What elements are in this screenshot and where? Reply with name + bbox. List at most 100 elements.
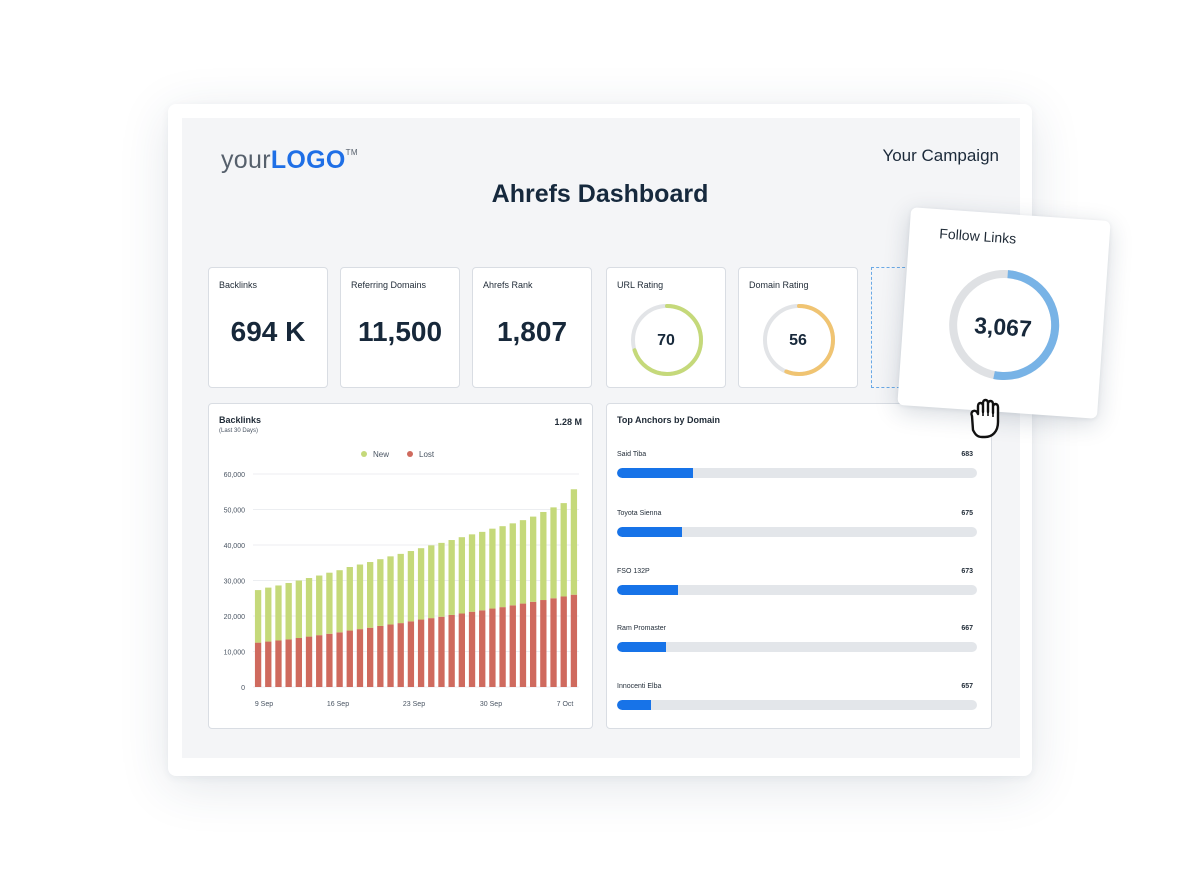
- bar-lost: [326, 633, 333, 687]
- bar-lost: [387, 624, 394, 687]
- legend-dot-new: [361, 451, 367, 457]
- bar-new: [550, 507, 557, 599]
- bar-lost: [509, 605, 516, 687]
- anchor-label: Ram Promaster: [617, 625, 667, 632]
- anchor-label: FSO 132P: [617, 568, 650, 575]
- anchor-label: Toyota Sienna: [617, 510, 662, 517]
- backlinks-chart-card: Backlinks (Last 30 Days) 1.28 M New Lost 6…: [208, 403, 593, 729]
- bar-lost: [265, 641, 272, 687]
- anchor-bar-track: [617, 585, 977, 595]
- anchor-row: Innocenti Elba 657: [617, 683, 977, 723]
- anchors-title: Top Anchors by Domain: [617, 415, 721, 425]
- bar-new: [570, 489, 578, 595]
- x-tick-label: 9 Sep: [255, 701, 273, 708]
- y-tick-label: 60,000: [224, 472, 246, 479]
- x-tick-label: 23 Sep: [403, 701, 425, 708]
- url-rating-gauge: [631, 304, 703, 376]
- bar-new: [254, 590, 262, 643]
- kpi-card-ahrefs-rank[interactable]: Ahrefs Rank 1,807: [472, 267, 592, 388]
- follow-links-gauge: [949, 270, 1060, 381]
- x-tick-label: 16 Sep: [327, 701, 349, 708]
- bar-new: [448, 540, 455, 615]
- anchor-bar-fill: [617, 642, 666, 652]
- bar-new: [438, 542, 445, 617]
- gauge-label: Domain Rating: [749, 280, 809, 290]
- logo-trademark: TM: [345, 148, 358, 157]
- y-tick-label: 0: [241, 685, 245, 692]
- bar-new: [499, 526, 506, 608]
- anchor-bar-fill: [617, 700, 652, 710]
- bar-lost: [489, 608, 496, 687]
- y-tick-label: 50,000: [224, 508, 246, 515]
- anchor-row: Ram Promaster 667: [617, 625, 977, 665]
- bar-new: [265, 587, 272, 642]
- kpi-label: Ahrefs Rank: [483, 280, 533, 290]
- bar-lost: [570, 594, 578, 687]
- bar-lost: [336, 632, 343, 687]
- bar-lost: [275, 640, 282, 687]
- kpi-label: Backlinks: [219, 280, 258, 290]
- y-tick-label: 10,000: [224, 650, 246, 657]
- gauge-card-domain-rating[interactable]: Domain Rating 56: [738, 267, 858, 388]
- kpi-card-referring-domains[interactable]: Referring Domains 11,500: [340, 267, 460, 388]
- backlinks-chart: New Lost 60,000 50,000 40,000 30,000 20,000 10,…: [224, 450, 579, 708]
- anchor-label: Innocenti Elba: [617, 683, 662, 690]
- bar-lost: [356, 629, 364, 687]
- grab-cursor-icon: [970, 398, 1000, 439]
- anchor-bar-fill: [617, 468, 693, 478]
- bar-new: [458, 537, 466, 614]
- bar-new: [560, 503, 567, 597]
- anchor-value: 667: [961, 625, 973, 632]
- bar-lost: [305, 636, 313, 687]
- anchor-value: 675: [961, 510, 973, 517]
- gauge-card-url-rating[interactable]: URL Rating 70: [606, 267, 726, 388]
- anchor-row: Toyota Sienna 675: [617, 510, 977, 550]
- anchor-bar-track: [617, 642, 977, 652]
- url-rating-arc: [631, 304, 703, 376]
- legend-label-new: New: [373, 450, 389, 459]
- bar-new: [356, 564, 364, 630]
- bar-new: [509, 523, 516, 606]
- bar-lost: [540, 600, 547, 687]
- chart-subtitle: (Last 30 Days): [219, 428, 259, 434]
- y-tick-label: 20,000: [224, 614, 246, 621]
- bar-lost: [407, 621, 415, 687]
- bar-new: [295, 580, 303, 639]
- kpi-card-backlinks[interactable]: Backlinks 694 K: [208, 267, 328, 388]
- kpi-value: 11,500: [357, 316, 443, 347]
- follow-links-label: Follow Links: [938, 225, 1017, 247]
- bar-lost: [346, 630, 353, 687]
- bar-new: [377, 559, 384, 626]
- bar-new: [468, 534, 476, 612]
- bar-lost: [550, 598, 557, 687]
- kpi-value: 694 K: [230, 316, 306, 347]
- y-tick-label: 30,000: [224, 579, 246, 586]
- anchor-value: 683: [961, 451, 973, 458]
- anchor-bar-track: [617, 700, 977, 710]
- domain-rating-arc: [763, 304, 835, 376]
- bar-lost: [316, 635, 323, 687]
- gauge-value: 70: [657, 332, 675, 349]
- bar-new: [397, 553, 404, 624]
- bar-lost: [519, 603, 527, 687]
- bar-new: [540, 511, 547, 601]
- bar-new: [519, 520, 527, 604]
- legend-dot-lost: [407, 451, 413, 457]
- brand-logo: yourLOGOTM: [221, 146, 358, 175]
- bar-lost: [560, 596, 567, 687]
- legend-label-lost: Lost: [419, 450, 435, 459]
- anchor-value: 673: [961, 568, 973, 575]
- kpi-label: Referring Domains: [351, 280, 427, 290]
- bar-new: [387, 556, 394, 625]
- bar-new: [336, 570, 343, 633]
- bar-new: [275, 585, 282, 641]
- bar-lost: [295, 638, 303, 687]
- bar-lost: [285, 639, 292, 687]
- x-tick-label: 30 Sep: [480, 701, 502, 708]
- bar-new: [428, 545, 435, 619]
- bar-lost: [428, 618, 435, 687]
- anchor-bar-fill: [617, 585, 679, 595]
- bar-new: [326, 572, 333, 634]
- bar-lost: [397, 623, 404, 687]
- follow-links-card[interactable]: Follow Links 3,067: [897, 207, 1111, 419]
